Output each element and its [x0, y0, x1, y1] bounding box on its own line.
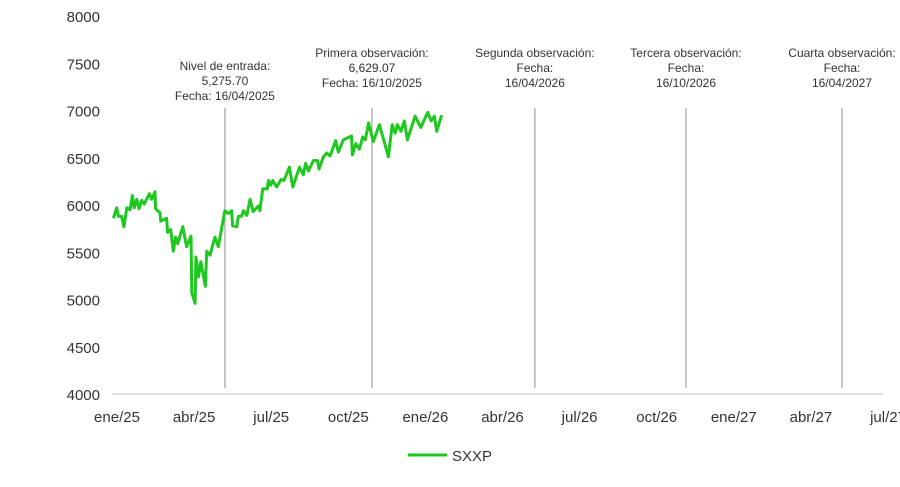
x-tick-label: ene/26 [402, 409, 448, 426]
y-tick-label: 5500 [67, 245, 100, 262]
x-tick-label: jul/27 [869, 409, 900, 426]
x-tick-label: jul/26 [561, 409, 598, 426]
annotation-text: 16/04/2026 [505, 76, 565, 90]
x-tick-label: ene/27 [711, 409, 757, 426]
x-tick-label: abr/27 [790, 409, 833, 426]
y-tick-label: 5000 [67, 293, 100, 310]
y-tick-label: 4500 [67, 340, 100, 357]
y-tick-label: 6000 [67, 198, 100, 215]
series-line-sxxp [111, 110, 444, 305]
annotation-text: 16/10/2026 [656, 76, 716, 90]
annotation-text: Fecha: 16/10/2025 [322, 76, 422, 90]
annotation-text: Cuarta observación: [788, 46, 895, 60]
annotation-text: Fecha: 16/04/2025 [175, 89, 275, 103]
annotation-text: Fecha: [668, 61, 705, 75]
annotation-text: 16/04/2027 [812, 76, 872, 90]
legend: SXXP [408, 448, 492, 465]
x-tick-label: oct/26 [636, 409, 677, 426]
x-axis-ticks: ene/25 abr/25 jul/25 oct/25 ene/26 abr/26 jul/… [94, 409, 900, 426]
annotation-text: 6,629.07 [349, 61, 396, 75]
annotation-text: Nivel de entrada: [180, 59, 271, 73]
y-tick-label: 4000 [67, 387, 100, 404]
y-tick-label: 7000 [67, 104, 100, 121]
x-tick-label: abr/25 [173, 409, 216, 426]
annotation-text: Primera observación: [315, 46, 428, 60]
annotation-text: Segunda observación: [475, 46, 594, 60]
annotation-text: Fecha: [517, 61, 554, 75]
annotation-text: Fecha: [824, 61, 861, 75]
x-tick-label: jul/25 [252, 409, 289, 426]
observation-lines [224, 108, 843, 388]
y-tick-label: 8000 [67, 9, 100, 26]
x-tick-label: ene/25 [94, 409, 140, 426]
legend-label-sxxp: SXXP [452, 448, 492, 465]
annotation-text: Tercera observación: [630, 46, 741, 60]
annotation-text: 5,275.70 [202, 74, 249, 88]
y-tick-label: 6500 [67, 151, 100, 168]
x-tick-label: oct/25 [328, 409, 369, 426]
x-tick-label: abr/26 [481, 409, 524, 426]
y-tick-label: 7500 [67, 56, 100, 73]
y-axis-ticks: 4000 4500 5000 5500 6000 6500 7000 7500 8000 [67, 9, 100, 404]
